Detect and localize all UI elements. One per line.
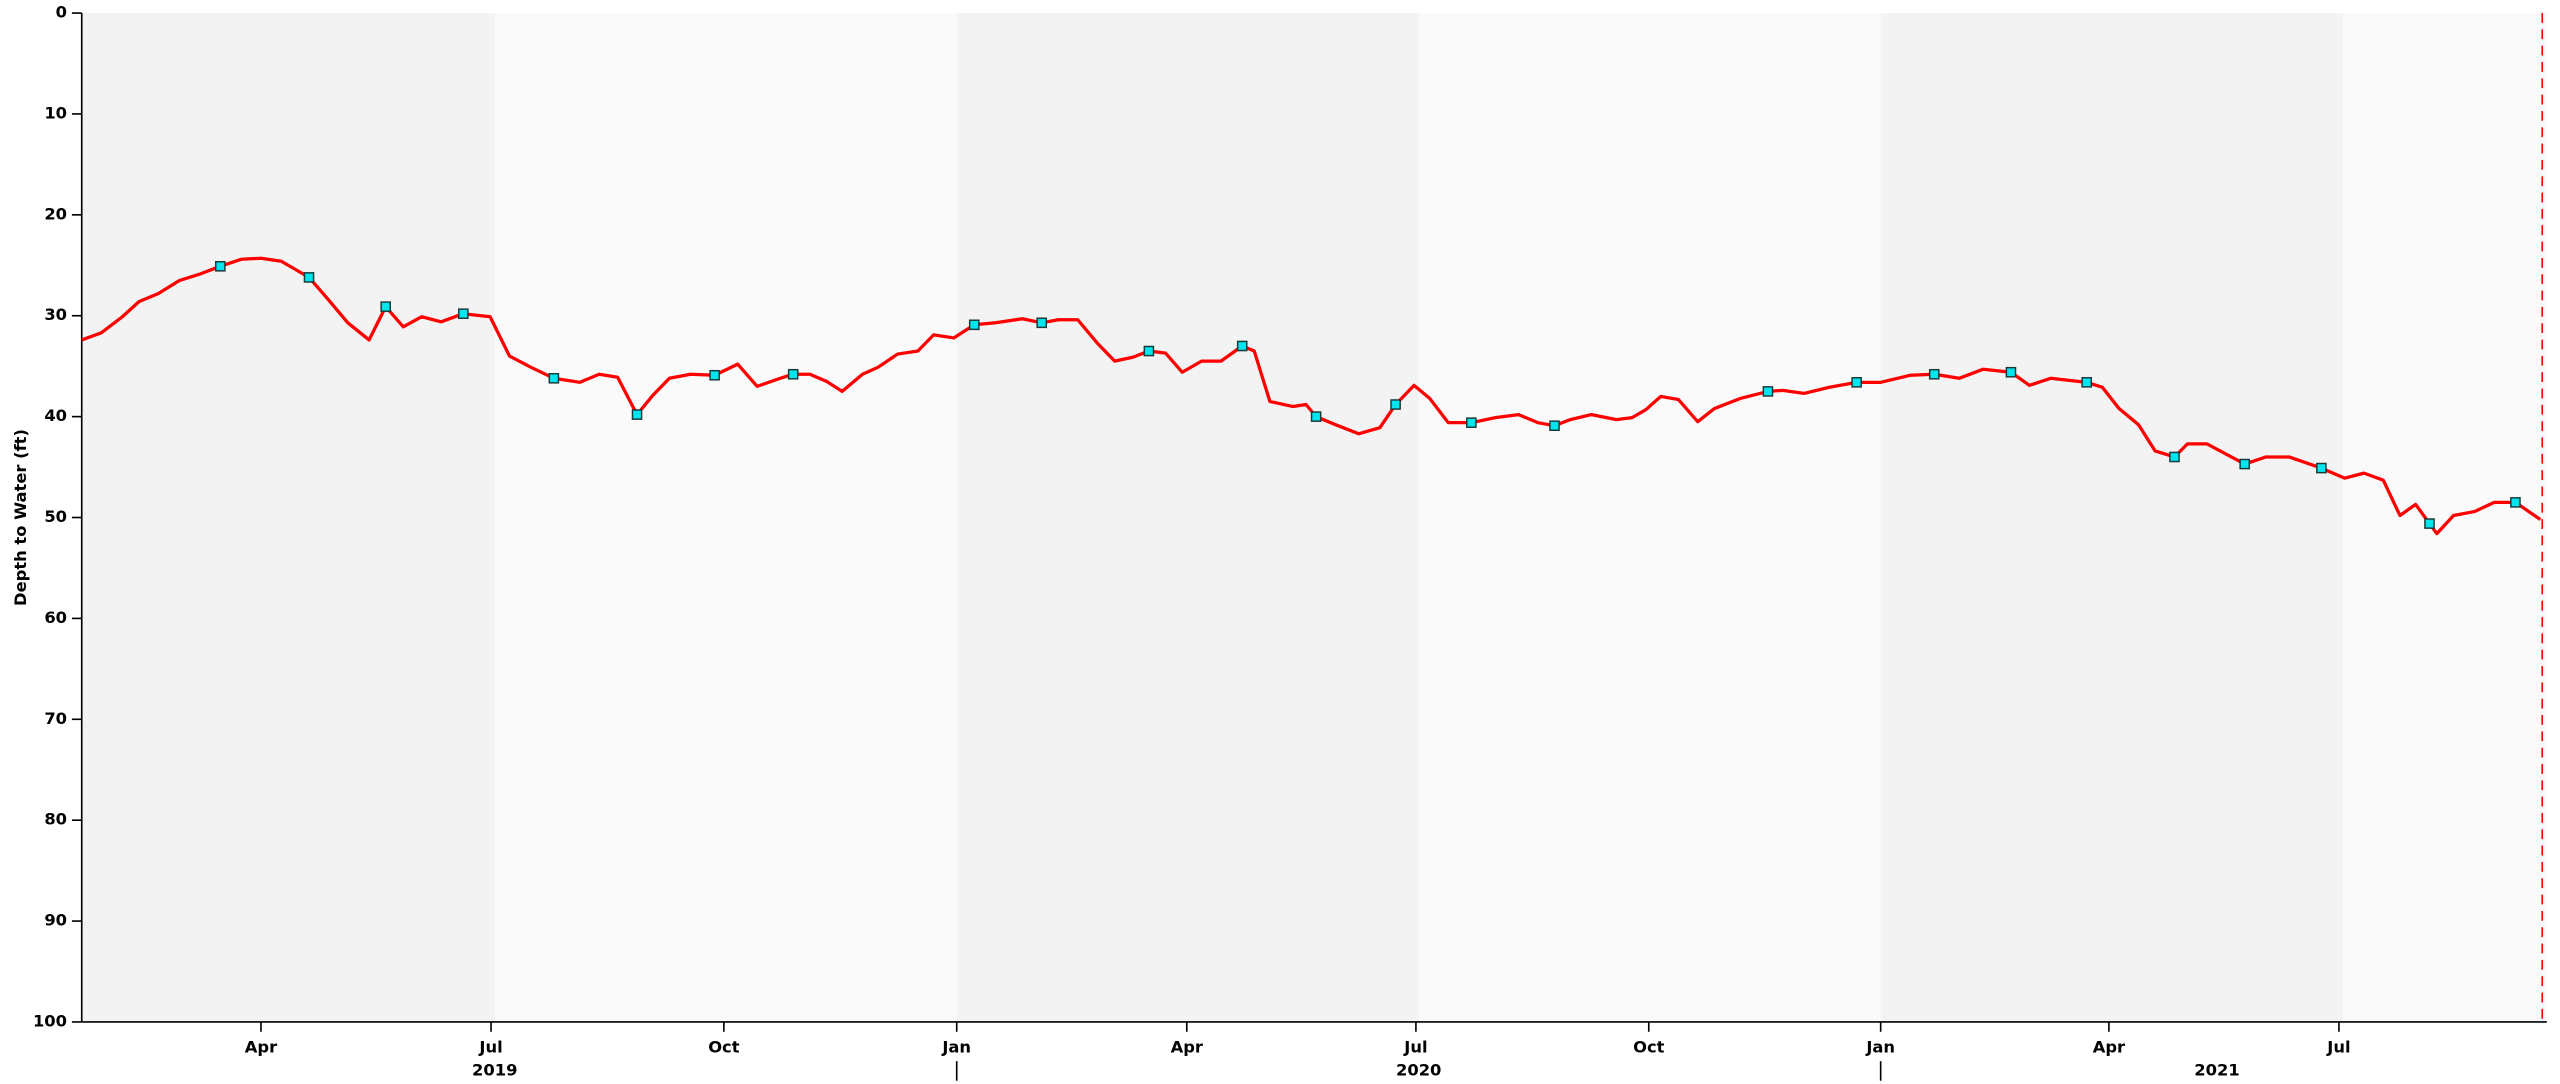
- data-point: [1851, 377, 1862, 388]
- data-point: [631, 409, 643, 420]
- data-point: [458, 308, 469, 320]
- data-point: [1762, 386, 1774, 397]
- y-tick-label: 70: [44, 709, 67, 728]
- x-tick-label: Jul: [478, 1038, 502, 1057]
- data-point: [1928, 368, 1940, 380]
- y-tick-label: 40: [44, 406, 67, 425]
- y-tick-label: 100: [33, 1011, 67, 1030]
- data-point: [2424, 518, 2435, 529]
- y-tick-label: 50: [44, 507, 67, 526]
- data-point: [2169, 451, 2180, 463]
- x-year-label: 2020: [1396, 1060, 1441, 1079]
- x-tick-label: Oct: [1633, 1038, 1665, 1057]
- data-point: [1143, 345, 1155, 357]
- x-tick-label: Jan: [1865, 1038, 1895, 1057]
- y-axis-label: Depth to Water (ft): [11, 429, 30, 606]
- x-tick-label: Oct: [708, 1038, 740, 1057]
- y-tick-label: 20: [44, 204, 67, 223]
- data-point: [1310, 411, 1322, 422]
- data-point: [2239, 458, 2251, 470]
- data-line: [81, 256, 2542, 536]
- data-point: [2510, 497, 2521, 508]
- y-tick-label: 10: [44, 103, 67, 122]
- x-tick-label: Apr: [245, 1038, 277, 1057]
- x-tick-label: Apr: [1171, 1038, 1203, 1057]
- data-point: [215, 260, 226, 272]
- shade-band: [1880, 13, 2343, 1022]
- x-tick-label: Jul: [2326, 1038, 2350, 1057]
- data-point: [380, 301, 392, 312]
- data-point: [1466, 417, 1477, 428]
- y-tick-label: 90: [44, 911, 67, 930]
- data-point: [1036, 317, 1048, 329]
- data-point: [548, 372, 560, 384]
- data-point: [303, 272, 315, 283]
- shade-band: [81, 13, 495, 1022]
- shade-band: [956, 13, 1419, 1022]
- data-point: [709, 369, 720, 381]
- y-tick-label: 60: [44, 608, 67, 627]
- data-point: [1390, 399, 1401, 410]
- data-point: [2316, 462, 2327, 474]
- y-tick-label: 30: [44, 305, 67, 324]
- y-tick-label: 0: [56, 3, 67, 22]
- data-point: [1549, 420, 1560, 432]
- data-point: [2081, 377, 2093, 388]
- data-point: [787, 368, 799, 380]
- data-point: [2005, 366, 2017, 378]
- x-tick-label: Jul: [1403, 1038, 1427, 1057]
- y-tick-label: 80: [44, 810, 67, 829]
- x-year-label: 2019: [472, 1060, 517, 1079]
- x-year-label: 2021: [2194, 1060, 2239, 1079]
- x-tick-label: Jan: [941, 1038, 971, 1057]
- data-point: [968, 319, 980, 331]
- data-point: [1236, 340, 1248, 352]
- x-tick-label: Apr: [2093, 1038, 2125, 1057]
